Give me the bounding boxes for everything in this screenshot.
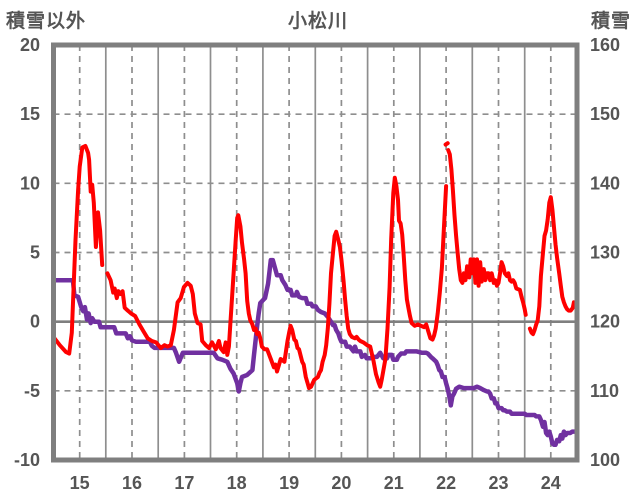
x-axis-tick-label: 24 bbox=[541, 473, 561, 493]
x-axis-tick-label: 19 bbox=[279, 473, 299, 493]
series-snow-line bbox=[52, 257, 578, 448]
x-axis-tick-label: 22 bbox=[436, 473, 456, 493]
left-axis-tick-label: 0 bbox=[30, 312, 40, 332]
series-non-snow-line bbox=[443, 141, 450, 147]
right-axis-tick-label: 120 bbox=[590, 312, 620, 332]
series-non-snow-line bbox=[446, 148, 528, 317]
left-axis-tick-label: 10 bbox=[20, 173, 40, 193]
left-axis-tick-label: -5 bbox=[24, 381, 40, 401]
x-axis-tick-label: 15 bbox=[70, 473, 90, 493]
left-axis-tick-label: -10 bbox=[14, 450, 40, 470]
x-axis-tick-label: 16 bbox=[122, 473, 142, 493]
left-axis-title: 積雪以外 bbox=[6, 11, 87, 32]
left-axis-tick-label: 20 bbox=[20, 35, 40, 55]
x-axis-tick-label: 21 bbox=[384, 473, 404, 493]
x-axis-tick-label: 18 bbox=[227, 473, 247, 493]
right-axis-tick-label: 150 bbox=[590, 104, 620, 124]
x-axis-tick-label: 20 bbox=[331, 473, 351, 493]
right-axis-tick-label: 140 bbox=[590, 173, 620, 193]
series-non-snow-line bbox=[52, 144, 105, 356]
right-axis-title: 積雪 bbox=[590, 11, 631, 32]
right-axis-tick-label: 110 bbox=[590, 381, 619, 401]
series-non-snow-line bbox=[105, 175, 449, 391]
right-axis-tick-label: 100 bbox=[590, 450, 620, 470]
x-axis-tick-label: 23 bbox=[488, 473, 508, 493]
left-axis-tick-label: 15 bbox=[20, 104, 40, 124]
plot-frame bbox=[51, 42, 580, 463]
chart-title: 小松川 bbox=[287, 11, 348, 32]
right-axis-tick-label: 130 bbox=[590, 243, 620, 263]
x-axis-tick-label: 17 bbox=[174, 473, 194, 493]
series-non-snow-line bbox=[527, 195, 576, 337]
left-axis-tick-label: 5 bbox=[30, 243, 40, 263]
right-axis-tick-label: 160 bbox=[590, 35, 620, 55]
